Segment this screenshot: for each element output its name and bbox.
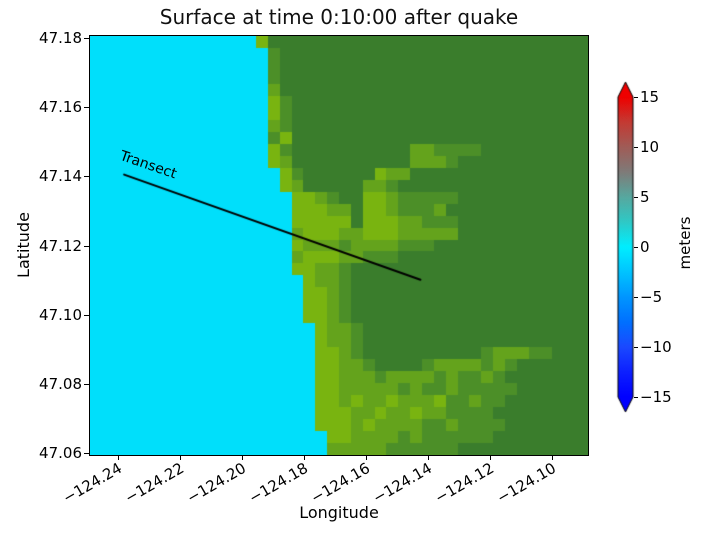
x-tick-label: −124.24 xyxy=(59,459,125,508)
y-tick-label: 47.14 xyxy=(39,167,82,186)
colorbar-tick xyxy=(634,347,638,348)
colorbar-tick xyxy=(634,397,638,398)
y-tick xyxy=(84,176,89,178)
x-tick xyxy=(552,455,554,460)
x-axis-label: Longitude xyxy=(299,503,379,522)
x-tick-label: −124.20 xyxy=(183,459,250,508)
plot-title: Surface at time 0:10:00 after quake xyxy=(159,5,519,29)
colorbar-tick-label: −15 xyxy=(640,388,672,406)
y-tick xyxy=(84,383,89,385)
y-tick-label: 47.16 xyxy=(39,98,82,117)
x-tick-label: −124.12 xyxy=(431,459,498,508)
colorbar-tick-label: −5 xyxy=(640,288,663,306)
y-tick xyxy=(84,245,89,247)
colorbar-unit-label: meters xyxy=(676,216,694,270)
x-tick-label: −124.10 xyxy=(493,459,560,508)
x-tick xyxy=(242,455,244,460)
x-tick xyxy=(428,455,430,460)
colorbar-tick-label: 5 xyxy=(640,188,650,206)
y-tick-label: 47.10 xyxy=(39,305,82,324)
x-tick xyxy=(117,455,119,460)
y-tick xyxy=(84,314,89,316)
y-tick xyxy=(84,452,89,454)
y-tick-label: 47.12 xyxy=(39,236,82,255)
x-tick xyxy=(179,455,181,460)
colorbar-tick xyxy=(634,197,638,198)
colorbar-tick-label: 15 xyxy=(640,88,660,106)
x-tick xyxy=(490,455,492,460)
colorbar-tick-label: −10 xyxy=(640,338,672,356)
colorbar-canvas xyxy=(600,80,640,420)
colorbar-tick xyxy=(634,297,638,298)
plot-area: Transect xyxy=(89,35,589,456)
colorbar-tick xyxy=(634,97,638,98)
y-tick-label: 47.18 xyxy=(39,29,82,48)
y-tick-label: 47.06 xyxy=(39,443,82,462)
colorbar-tick-label: 0 xyxy=(640,238,650,256)
x-tick-label: −124.18 xyxy=(245,459,312,508)
surface-heatmap-canvas xyxy=(90,36,588,455)
colorbar-tick-label: 10 xyxy=(640,138,660,156)
x-tick xyxy=(304,455,306,460)
colorbar-tick xyxy=(634,247,638,248)
x-tick-label: −124.14 xyxy=(369,459,436,508)
x-tick-label: −124.16 xyxy=(307,459,374,508)
x-tick-label: −124.22 xyxy=(121,459,187,508)
x-tick xyxy=(366,455,368,460)
y-tick xyxy=(84,107,89,109)
y-tick-label: 47.08 xyxy=(39,374,82,393)
y-tick xyxy=(84,38,89,40)
colorbar-tick xyxy=(634,147,638,148)
